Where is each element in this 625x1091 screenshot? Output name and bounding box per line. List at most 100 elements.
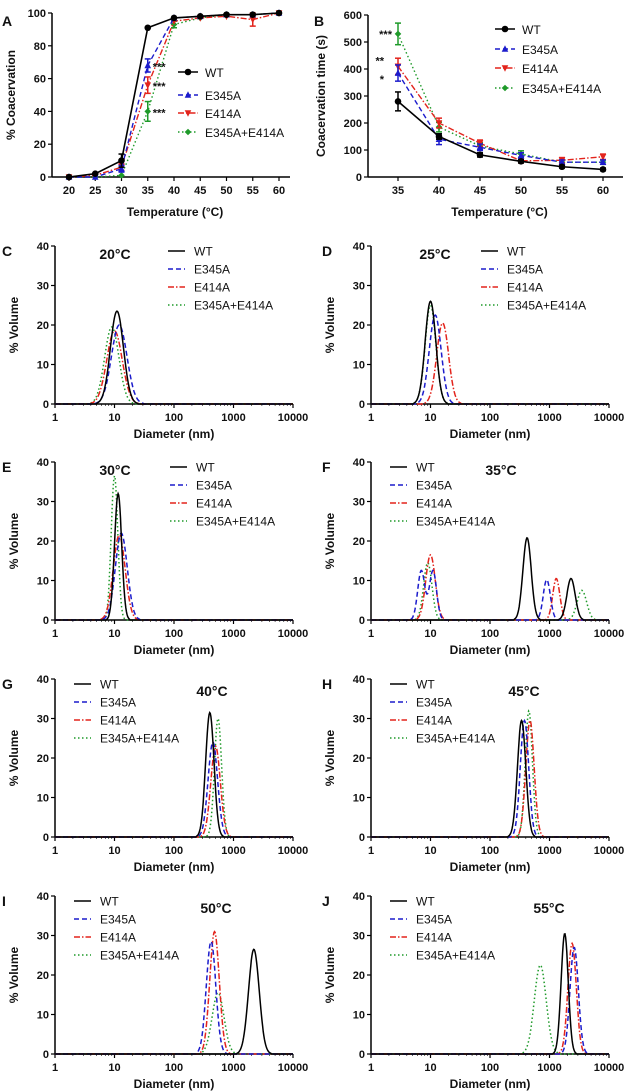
panel-e: E 0 10 20 30 40 1 10 100 1000 10000 Diameter (nm) % … <box>2 457 308 657</box>
legend-label-wt: WT <box>100 895 119 909</box>
panel-d: D 0 10 20 30 40 1 10 100 1000 10000 Diameter (nm) % … <box>322 241 624 441</box>
y-tick-label: 20 <box>37 536 49 548</box>
y-tick-label: 30 <box>37 931 49 943</box>
x-tick-label: 40 <box>168 185 180 197</box>
panel-h: H 0 10 20 30 40 1 10 100 1000 10000 Diameter (nm) % … <box>322 674 624 874</box>
marker-e345a <box>118 165 125 172</box>
marker-wt <box>275 9 283 17</box>
legend-label-e345a-e414a: E345A+E414A <box>196 515 275 529</box>
y-tick-label: 500 <box>344 37 362 49</box>
y-tick-label: 30 <box>353 497 365 509</box>
marker-wt <box>249 11 257 18</box>
x-tick-label: 25 <box>89 185 101 197</box>
marker-wt <box>144 24 152 32</box>
y-tick-label: 40 <box>37 241 49 253</box>
y-tick-label: 0 <box>43 399 49 411</box>
x-tick-label: 100 <box>481 628 499 640</box>
marker-wt <box>476 151 484 159</box>
y-tick-label: 0 <box>43 1049 49 1061</box>
panel-letter: J <box>322 893 330 909</box>
legend-label-e414a: E414A <box>194 281 230 295</box>
legend-label-e345a: E345A <box>100 696 136 710</box>
legend-label-e345a-e414a: E345A+E414A <box>205 126 284 140</box>
y-tick-label: 300 <box>344 91 362 103</box>
x-axis-label: Diameter (nm) <box>450 427 531 441</box>
significance-annotation: ** <box>375 55 384 67</box>
marker-e345a <box>476 143 484 151</box>
x-tick-label: 100 <box>165 628 183 640</box>
series-line <box>69 12 280 178</box>
y-axis-label: % Volume <box>7 729 21 786</box>
series-line <box>69 12 280 178</box>
marker-wt <box>196 12 204 20</box>
x-tick-label: 10 <box>424 412 436 424</box>
y-tick-label: 40 <box>37 674 49 686</box>
panel-letter: G <box>2 676 13 692</box>
x-tick-label: 100 <box>481 412 499 424</box>
x-tick-label: 10 <box>108 412 120 424</box>
legend-label-wt: WT <box>196 461 215 475</box>
legend-label-wt: WT <box>100 678 119 692</box>
y-tick-label: 0 <box>43 832 49 844</box>
x-tick-label: 1000 <box>221 628 245 640</box>
x-tick-label: 1 <box>368 845 374 857</box>
series-e345a <box>55 741 293 838</box>
y-tick-label: 30 <box>37 714 49 726</box>
marker-wt <box>91 170 99 178</box>
x-tick-label: 35 <box>142 185 154 197</box>
y-tick-label: 10 <box>353 793 365 805</box>
legend-label-e345a: E345A <box>522 43 558 57</box>
x-tick-label: 20 <box>63 185 75 197</box>
y-axis-label: % Coacervation <box>4 50 18 140</box>
legend-label-e345a-e414a: E345A+E414A <box>416 515 495 529</box>
panel-letter: E <box>2 459 11 475</box>
y-tick-label: 0 <box>356 172 362 184</box>
x-axis-label: Diameter (nm) <box>134 427 215 441</box>
y-tick-label: 20 <box>353 753 365 765</box>
y-tick-label: 10 <box>353 576 365 588</box>
marker-wt <box>435 133 443 140</box>
x-axis-label: Diameter (nm) <box>134 860 215 874</box>
series-e345a-e414a <box>371 964 609 1055</box>
marker-wt <box>223 11 230 18</box>
marker-wt <box>170 14 178 22</box>
panel-letter: A <box>2 13 12 29</box>
x-tick-label: 1000 <box>537 845 561 857</box>
x-axis-label: Diameter (nm) <box>450 1077 531 1091</box>
y-axis-label: % Volume <box>323 946 337 1003</box>
y-tick-label: 0 <box>359 615 365 627</box>
marker-wt <box>118 157 125 164</box>
legend-label-wt: WT <box>416 895 435 909</box>
y-tick-label: 20 <box>353 970 365 982</box>
marker-wt <box>599 166 607 173</box>
x-tick-label: 50 <box>515 185 527 197</box>
panel-i: I 0 10 20 30 40 1 10 100 1000 10000 Diameter (nm) % … <box>2 891 308 1091</box>
x-tick-label: 50 <box>220 185 232 197</box>
legend-label-wt: WT <box>416 678 435 692</box>
y-tick-label: 10 <box>37 1010 49 1022</box>
x-tick-label: 10 <box>424 845 436 857</box>
x-tick-label: 30 <box>115 185 127 197</box>
series-wt <box>65 9 283 181</box>
series-e414a <box>55 534 293 621</box>
panel-letter: D <box>322 243 332 259</box>
x-tick-label: 10000 <box>594 412 625 424</box>
series-line <box>397 33 603 163</box>
panel-letter: H <box>322 676 332 692</box>
marker-e414a <box>501 65 509 72</box>
x-axis-label: Temperature (°C) <box>127 205 224 219</box>
panel-c: C 0 10 20 30 40 1 10 100 1000 10000 Diameter (nm) % … <box>2 241 308 441</box>
marker-e345a <box>394 69 402 76</box>
series-e345a-e414a <box>65 9 283 181</box>
series-wt <box>55 711 293 838</box>
series-line <box>68 12 280 178</box>
significance-annotation: *** <box>153 107 167 119</box>
y-tick-label: 30 <box>37 497 49 509</box>
legend-label-e345a: E345A <box>416 913 452 927</box>
series-line <box>397 100 604 171</box>
marker-e414a <box>144 82 152 89</box>
y-tick-label: 20 <box>353 320 365 332</box>
y-tick-label: 10 <box>37 793 49 805</box>
series-e345a <box>65 9 283 180</box>
legend-label-e414a: E414A <box>196 497 232 511</box>
